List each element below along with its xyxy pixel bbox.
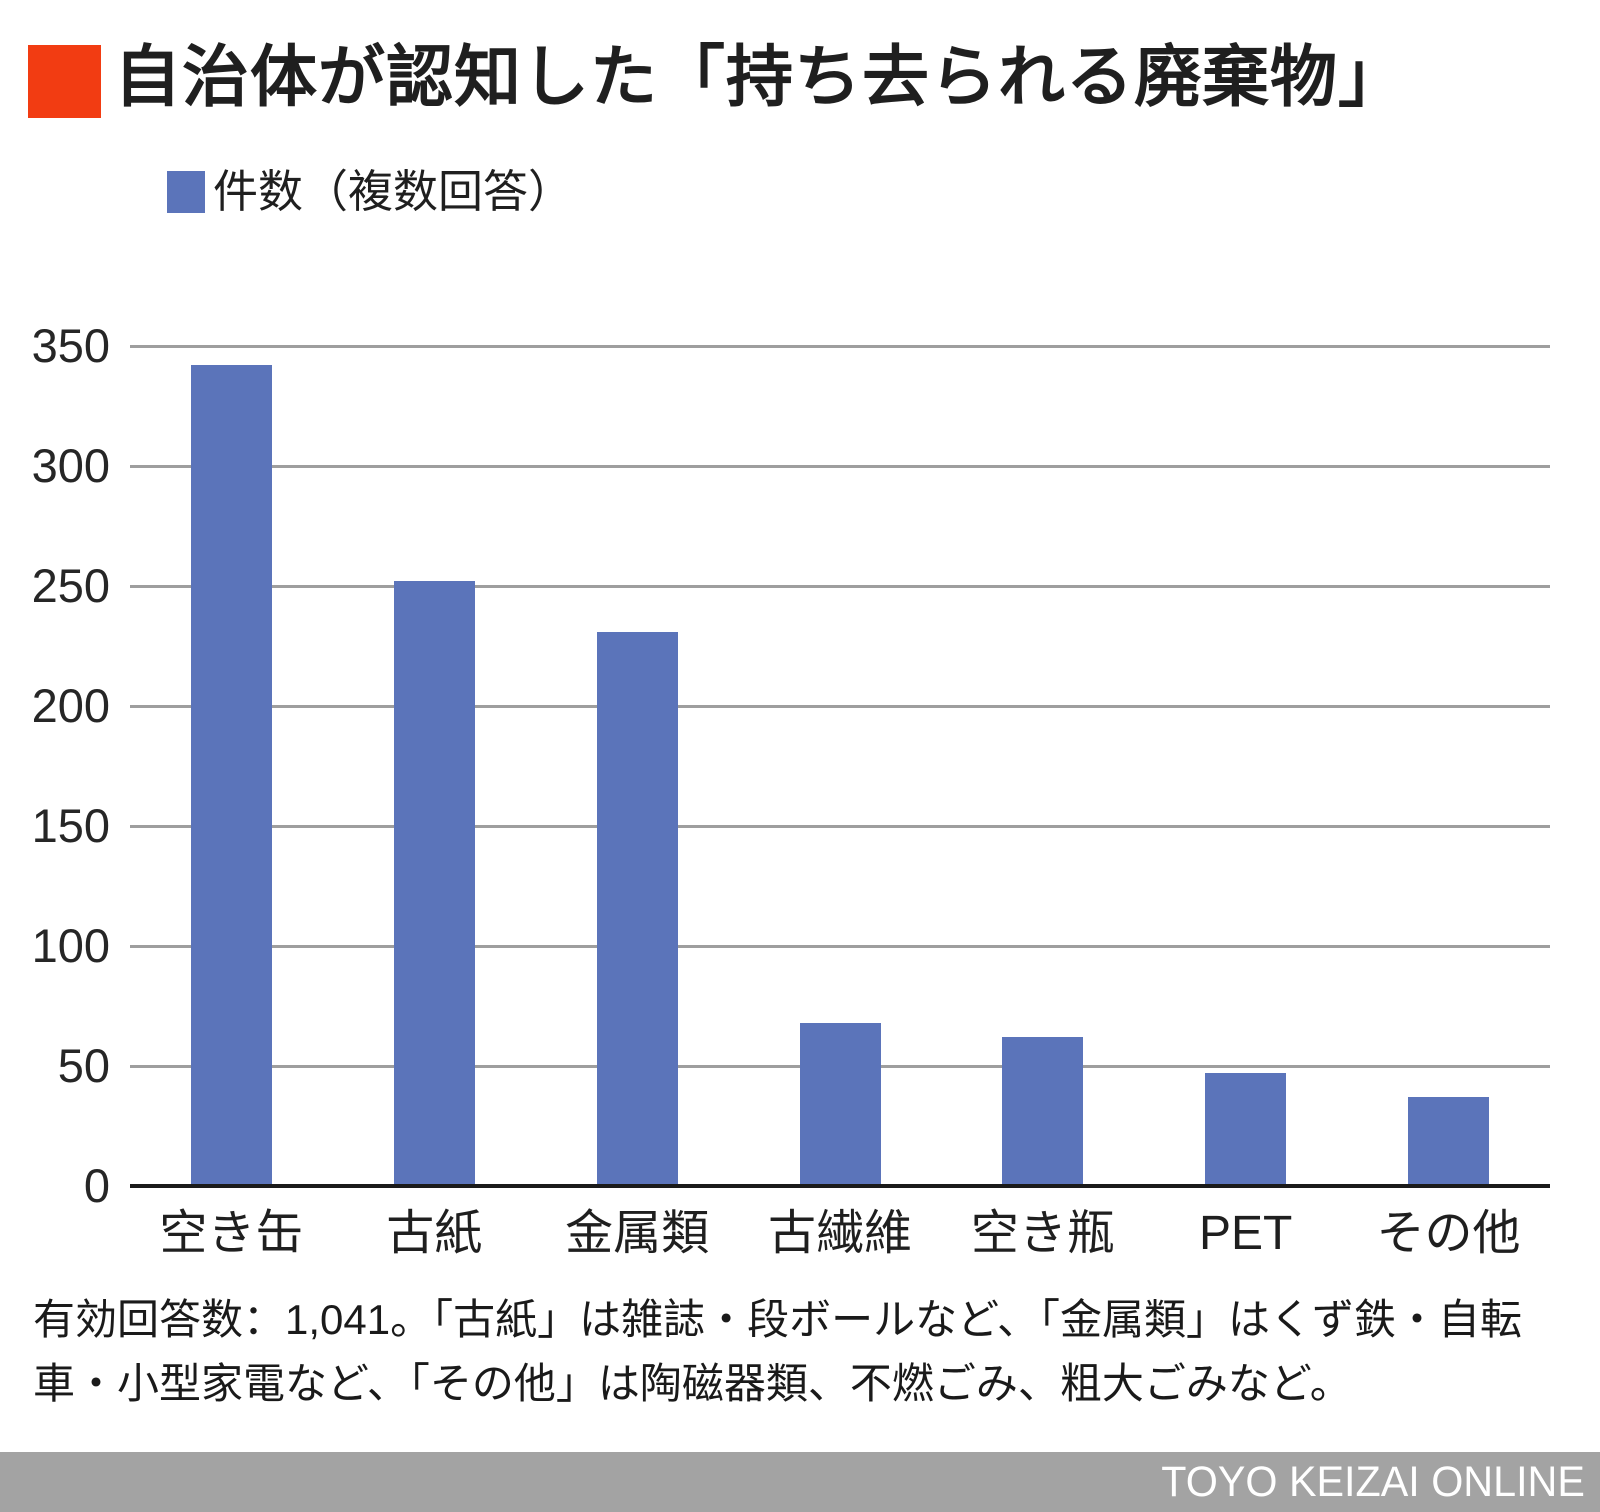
legend-swatch-icon	[167, 171, 205, 213]
footnote-line: 有効回答数：1,041。「古紙」は雑誌・段ボールなど、「金属類」はくず鉄・自転	[33, 1296, 1523, 1343]
x-axis: 空き缶 古紙 金属類 古繊維 空き瓶 PET その他	[130, 1204, 1550, 1268]
page-title: 自治体が認知した「持ち去られる廃棄物」	[114, 40, 1406, 115]
gridline-300	[130, 464, 1550, 468]
footnote-line: 車・小型家電など、「その他」は陶磁器類、不燃ごみ、粗大ごみなど。	[33, 1360, 1352, 1407]
gridline-200	[130, 704, 1550, 708]
footer-bar: TOYO KEIZAI ONLINE	[0, 1452, 1600, 1512]
x-tick-label-2: 古紙	[386, 1207, 483, 1260]
bar-4	[799, 1022, 881, 1186]
y-tick-label-250: 250	[31, 559, 110, 612]
x-tick-label-3: 金属類	[565, 1207, 710, 1260]
plot-area	[130, 344, 1550, 1188]
bar-5	[1002, 1037, 1084, 1186]
y-tick-label-100: 100	[31, 919, 110, 972]
bar-2	[393, 581, 475, 1186]
legend: 件数（複数回答）	[167, 168, 573, 216]
x-tick-label-1: 空き缶	[159, 1207, 304, 1260]
x-tick-label-6: PET	[1199, 1207, 1293, 1260]
y-tick-label-50: 50	[57, 1039, 110, 1092]
gridline-350	[130, 344, 1550, 348]
y-tick-label-0: 0	[83, 1159, 110, 1212]
y-tick-label-150: 150	[31, 799, 110, 852]
legend-label: 件数（複数回答）	[213, 166, 574, 217]
x-axis-line	[130, 1184, 1550, 1188]
x-tick-label-5: 空き瓶	[970, 1207, 1115, 1260]
footer-brand: TOYO KEIZAI ONLINE	[1161, 1458, 1585, 1506]
bar-7	[1408, 1097, 1490, 1186]
y-tick-label-300: 300	[31, 439, 110, 492]
gridline-150	[130, 824, 1550, 828]
x-tick-label-7: その他	[1376, 1207, 1521, 1260]
y-tick-label-350: 350	[31, 319, 110, 372]
gridline-250	[130, 584, 1550, 588]
title-accent-square	[28, 45, 101, 118]
bar-3	[596, 631, 678, 1186]
gridline-100	[130, 944, 1550, 948]
bar-6	[1205, 1073, 1287, 1186]
footnote: 有効回答数：1,041。「古紙」は雑誌・段ボールなど、「金属類」はくず鉄・自転 …	[33, 1288, 1578, 1416]
y-axis: 0 50 100 150 200 250 300 350	[0, 322, 110, 1209]
x-tick-label-4: 古繊維	[767, 1207, 912, 1260]
y-tick-label-200: 200	[31, 679, 110, 732]
bar-1	[190, 365, 272, 1186]
